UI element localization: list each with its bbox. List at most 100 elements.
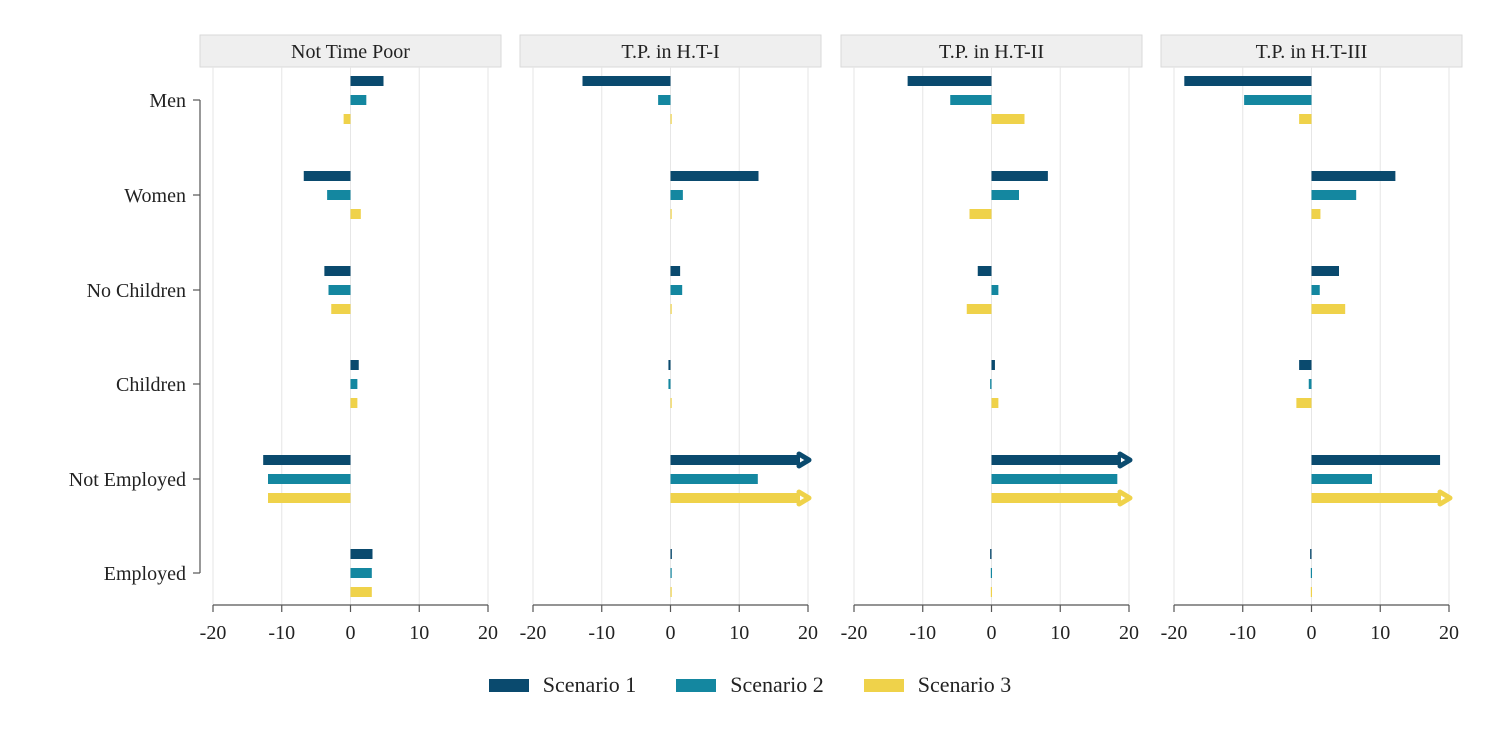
panel-4-title: T.P. in H.T-III [1256, 41, 1368, 63]
panel-3-bar-scenario-3-no-children [966, 304, 992, 314]
panel-4-bar-scenario-3-children [1296, 398, 1312, 408]
panel-2-bar-scenario-2-no-children [670, 285, 683, 295]
panel-2-x-tick-label-0: 0 [666, 622, 676, 644]
panel-1-bar-scenario-3-children [350, 398, 358, 408]
panel-3-title: T.P. in H.T-II [939, 41, 1044, 63]
panel-1-bar-scenario-3-not-employed [268, 493, 351, 503]
panel-2-bar-scenario-3-children [670, 398, 672, 408]
panel-2-bar-scenario-3-women [670, 209, 672, 219]
panel-2-bar-scenario-3-employed [670, 587, 672, 597]
y-tick-label-men: Men [149, 90, 186, 112]
panel-1-bar-scenario-1-employed [350, 549, 373, 559]
panel-3-bar-scenario-2-employed [990, 568, 993, 578]
panel-2-bar-scenario-2-women [670, 190, 683, 200]
legend-swatch-scenario-2 [676, 678, 717, 692]
panel-3-bar-scenario-3-women [969, 209, 992, 219]
panel-4-bar-scenario-1-men [1184, 76, 1312, 86]
panel-1-bar-scenario-1-children [350, 360, 359, 370]
panel-1-bar-scenario-1-women [303, 171, 351, 181]
panel-1-bar-scenario-3-no-children [331, 304, 351, 314]
y-tick-label-women: Women [124, 185, 186, 207]
panel-4-x-tick-label-10: -10 [1229, 622, 1256, 644]
panel-3-x-tick-label-0: 0 [987, 622, 997, 644]
panel-3-bar-scenario-2-children [990, 379, 992, 389]
panel-4-bar-scenario-3-not-employed [1311, 493, 1441, 503]
legend-swatch-scenario-3 [863, 678, 904, 692]
panel-4-bar-scenario-2-children [1308, 379, 1312, 389]
panel-1-x-tick-label-20: 20 [478, 622, 498, 644]
panel-1-x-tick-label-10: 10 [409, 622, 429, 644]
panel-3-bar-scenario-2-no-children [991, 285, 999, 295]
legend-item-scenario-3: Scenario 3 [863, 672, 1012, 698]
panel-3-bar-scenario-2-women [991, 190, 1019, 200]
panel-4-x-tick-label-20: -20 [1161, 622, 1188, 644]
panel-3-bar-scenario-3-employed [990, 587, 993, 597]
panel-1-bar-scenario-3-women [350, 209, 361, 219]
panel-4-bar-scenario-2-not-employed [1311, 474, 1372, 484]
panel-3-strip [840, 34, 1143, 68]
panel-3-bar-scenario-1-children [991, 360, 995, 370]
panel-2-x-tick-label-20: -20 [520, 622, 547, 644]
panel-2-bar-scenario-1-not-employed-arrow [796, 451, 812, 469]
panel-2-x-tick-label-10: 10 [729, 622, 749, 644]
panel-1-x-tick-label-0: 0 [346, 622, 356, 644]
panel-4-bar-scenario-2-employed [1310, 568, 1313, 578]
panel-3-x-tick-label-10: 10 [1050, 622, 1070, 644]
panel-1-bar-scenario-2-children [350, 379, 358, 389]
legend-item-scenario-1: Scenario 1 [488, 672, 636, 698]
panel-4-bar-scenario-2-men [1244, 95, 1312, 105]
panel-2-x-tick-label-10: -10 [588, 622, 615, 644]
panel-4-x-tick-label-10: 10 [1370, 622, 1390, 644]
panel-1-bar-scenario-2-employed [350, 568, 372, 578]
panel-2-bar-scenario-1-children [668, 360, 671, 370]
panel-2-bar-scenario-2-employed [670, 568, 672, 578]
panel-1-x-tick-label-20: -20 [200, 622, 227, 644]
panel-1-bar-scenario-3-employed [350, 587, 372, 597]
panel-3-bar-scenario-1-men [907, 76, 992, 86]
panel-4-bar-scenario-1-children [1299, 360, 1312, 370]
panel-2-bar-scenario-2-children [668, 379, 671, 389]
panel-2-bar-scenario-2-men [658, 95, 671, 105]
panel-3-bar-scenario-3-not-employed-arrow [1117, 489, 1133, 507]
panel-2-bar-scenario-3-not-employed [670, 493, 800, 503]
panel-1-bar-scenario-2-no-children [328, 285, 351, 295]
panel-4-bar-scenario-1-women [1311, 171, 1396, 181]
panel-2-strip [519, 34, 822, 68]
panel-1-bar-scenario-1-no-children [324, 266, 351, 276]
panel-4-bar-scenario-3-employed [1310, 587, 1313, 597]
panel-1-bar-scenario-1-men [350, 76, 384, 86]
y-tick-label-not-employed: Not Employed [69, 469, 186, 491]
legend-label-scenario-3: Scenario 3 [917, 672, 1012, 697]
panel-3-x-tick-label-20: -20 [841, 622, 868, 644]
panel-1-x-tick-label-10: -10 [268, 622, 295, 644]
panel-3-x-tick-label-10: -10 [909, 622, 936, 644]
panel-2-bar-scenario-2-not-employed [670, 474, 758, 484]
panel-2-bar-scenario-3-men [670, 114, 672, 124]
panel-1-bar-scenario-2-not-employed [268, 474, 351, 484]
panel-3-bar-scenario-2-men [950, 95, 992, 105]
panel-4-bar-scenario-1-employed [1310, 549, 1312, 559]
legend: Scenario 1 Scenario 2 Scenario 3 [0, 672, 1500, 698]
panel-3-bar-scenario-3-men [991, 114, 1025, 124]
panel-3-bar-scenario-3-children [991, 398, 999, 408]
panel-1-bar-scenario-1-not-employed [263, 455, 351, 465]
panel-4-bar-scenario-3-no-children [1311, 304, 1346, 314]
panel-3-bar-scenario-1-employed [990, 549, 992, 559]
panel-1-bar-scenario-2-men [350, 95, 367, 105]
panel-4-bar-scenario-1-no-children [1311, 266, 1339, 276]
panel-4-bar-scenario-2-women [1311, 190, 1357, 200]
panel-2-bar-scenario-3-no-children [670, 304, 672, 314]
legend-label-scenario-2: Scenario 2 [730, 672, 824, 697]
panel-2-bar-scenario-1-no-children [670, 266, 681, 276]
panel-2-bar-scenario-1-not-employed [670, 455, 800, 465]
panel-3-bar-scenario-3-not-employed [991, 493, 1121, 503]
panel-4-bar-scenario-3-not-employed-arrow [1437, 489, 1453, 507]
panel-3-x-tick-label-20: 20 [1119, 622, 1139, 644]
panel-2-bar-scenario-1-men [582, 76, 671, 86]
legend-item-scenario-2: Scenario 2 [676, 672, 824, 698]
y-tick-label-no-children: No Children [87, 280, 186, 302]
panel-4-x-tick-label-0: 0 [1307, 622, 1317, 644]
panel-4-bar-scenario-3-men [1299, 114, 1312, 124]
panel-1-title: Not Time Poor [291, 41, 410, 63]
panel-4-bar-scenario-3-women [1311, 209, 1321, 219]
